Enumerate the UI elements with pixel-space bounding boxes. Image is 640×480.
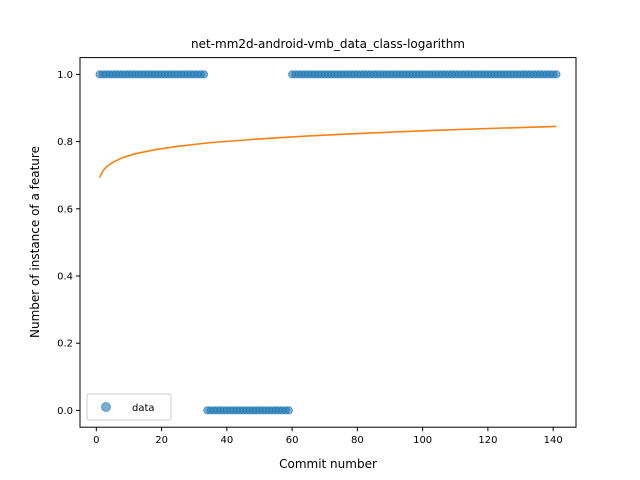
x-axis-label: Commit number — [279, 457, 377, 471]
data-point — [199, 70, 209, 79]
legend: data — [86, 393, 172, 421]
x-tick-label: 100 — [413, 435, 432, 446]
fit-line — [98, 125, 557, 178]
y-tick-label: 1.0 — [57, 70, 73, 81]
data-point — [284, 406, 293, 415]
x-tick-label: 80 — [351, 435, 364, 446]
chart-title: net-mm2d-android-vmb_data_class-logarith… — [191, 37, 465, 51]
y-tick-label: 0.2 — [57, 339, 73, 350]
x-tick-label: 20 — [155, 435, 168, 446]
x-tick-label: 0 — [93, 435, 99, 446]
data-point — [552, 70, 561, 79]
legend-box — [86, 393, 172, 421]
y-tick-label: 0.8 — [57, 137, 73, 148]
y-axis: 0.0 0.2 0.4 0.6 0.8 1.0 — [57, 70, 80, 417]
legend-label-data: data — [132, 403, 155, 414]
y-axis-label: Number of instance of a feature — [28, 146, 42, 338]
x-tick-label: 120 — [478, 435, 497, 446]
x-tick-label: 140 — [544, 435, 563, 446]
plot-frame — [79, 57, 577, 428]
x-axis: 0 20 40 60 80 100 120 140 — [93, 427, 563, 446]
y-tick-label: 0.0 — [57, 406, 73, 417]
x-tick-label: 40 — [220, 435, 233, 446]
x-tick-label: 60 — [286, 435, 299, 446]
y-tick-label: 0.6 — [57, 204, 73, 215]
legend-marker-data — [101, 402, 111, 412]
y-tick-label: 0.4 — [57, 272, 73, 283]
series-layer — [95, 70, 561, 415]
